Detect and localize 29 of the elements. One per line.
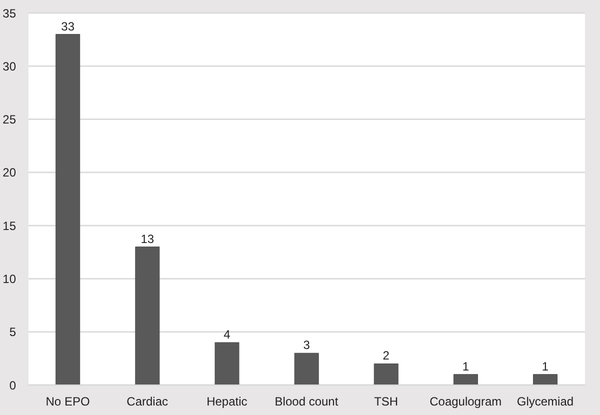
y-tick-label: 0 [9, 378, 16, 392]
y-tick-label: 35 [2, 6, 16, 20]
bar [294, 352, 319, 385]
x-tick-label: No EPO [46, 394, 90, 409]
data-label: 4 [224, 327, 231, 342]
x-tick-label: Blood count [274, 394, 339, 409]
y-tick-label: 25 [2, 112, 16, 127]
data-label: 2 [382, 348, 390, 363]
x-tick-label: TSH [374, 394, 398, 409]
y-tick-label: 5 [9, 325, 16, 340]
bar [56, 34, 80, 385]
bar [135, 246, 160, 385]
y-tick-label: 15 [2, 218, 16, 233]
y-tick-label: 30 [2, 59, 16, 74]
data-label: 1 [542, 359, 549, 374]
data-label: 33 [61, 19, 75, 34]
x-tick-label: Cardiac [126, 394, 168, 409]
x-tick-label: Hepatic [206, 394, 248, 409]
data-label: 3 [303, 338, 310, 352]
data-label: 13 [140, 232, 154, 246]
bar [453, 374, 478, 385]
bar [533, 374, 558, 385]
y-tick-label: 10 [2, 272, 16, 286]
x-tick-label: Coagulogram [430, 394, 502, 409]
x-tick-label: Glycemiad [516, 394, 574, 409]
data-label: 1 [462, 359, 470, 374]
y-tick-label: 20 [2, 166, 16, 180]
bar [214, 342, 240, 385]
bar [374, 363, 398, 385]
